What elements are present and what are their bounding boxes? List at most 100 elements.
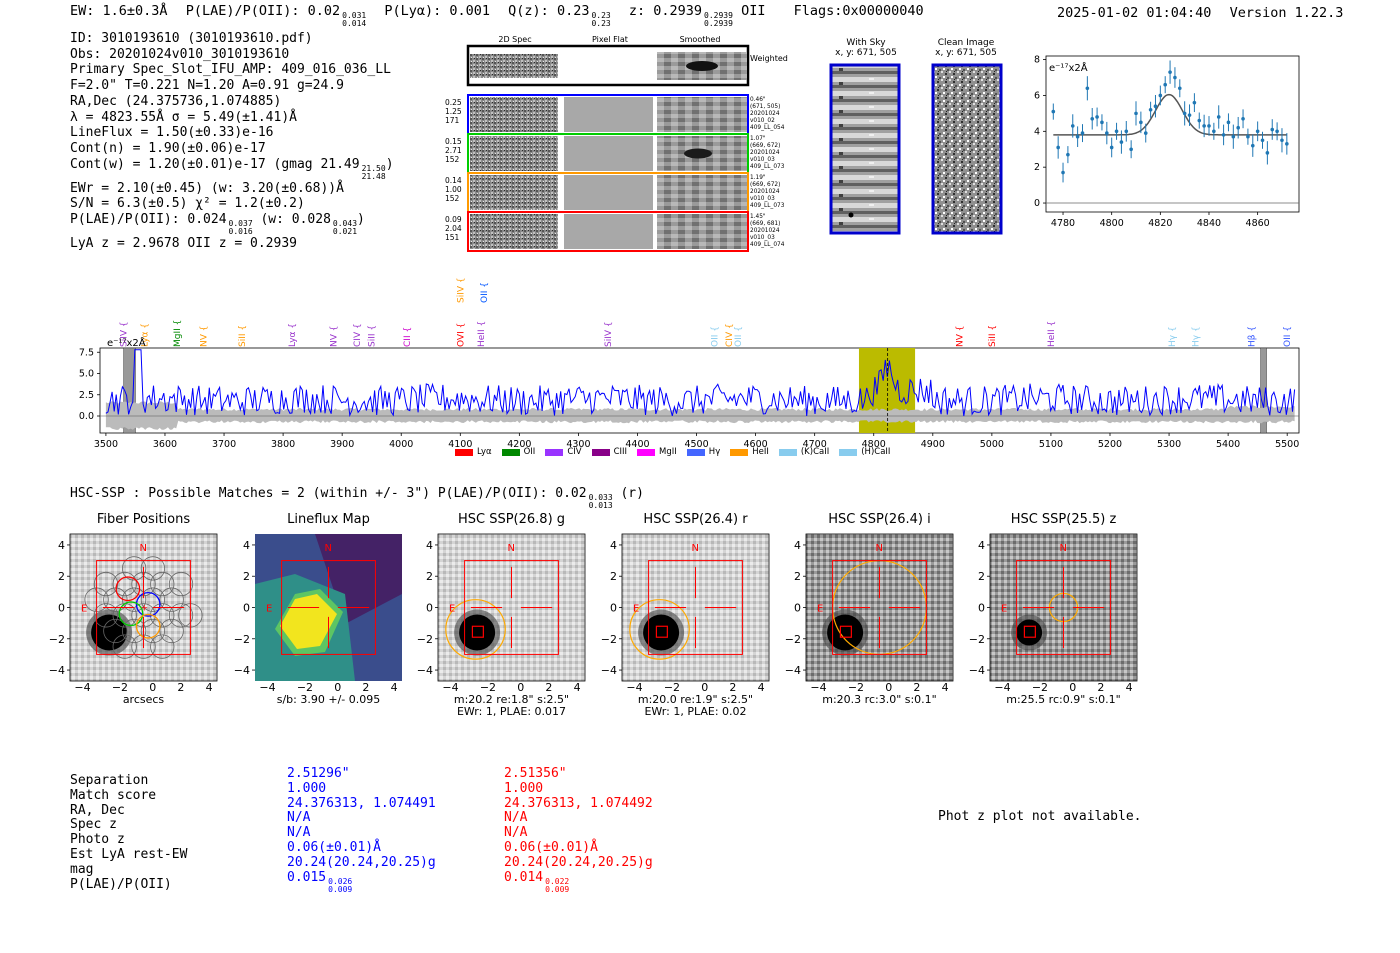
fiber-circle [159, 587, 184, 612]
match-value: N/A [287, 810, 311, 826]
fiber-circle [168, 603, 194, 628]
hsc-panel-caption: −4 −2 0 2 4 arcsecs [50, 682, 237, 706]
info-radec: RA,Dec (24.375736,1.074885) [70, 93, 282, 109]
spec2d-flat [564, 175, 653, 210]
region-box [464, 560, 559, 655]
info-contn: Cont(n) = 1.90(±0.06)e-17 [70, 140, 266, 156]
match-value: 20.24(20.24,20.25)g [504, 854, 653, 870]
spectrum-xtick-label: 5200 [1098, 439, 1122, 450]
spectrum-line-marker: NV { [199, 326, 209, 347]
panel-xtick-label: 0 [334, 681, 342, 694]
zoom-plot-units: e⁻¹⁷x2Å [1049, 61, 1088, 74]
spec2d-row-meta: 1.19" [750, 175, 766, 181]
spectrum-line-marker: Hβ { [1248, 326, 1258, 347]
spectrum-line-marker: HeII { [477, 321, 487, 347]
panel-xtick-label: 4 [941, 681, 949, 694]
zoom-data-point [1207, 124, 1211, 128]
header-qz-errors: 0.23 0.23 [591, 11, 611, 28]
galaxy-core [459, 614, 496, 651]
panel-xtick-label: 4 [1125, 681, 1133, 694]
spec2d-row-num: 0.09 [445, 215, 462, 224]
hsc-summary: HSC-SSP : Possible Matches = 2 (within +… [70, 486, 644, 510]
spectrum-line-marker: SiIV { [456, 277, 466, 303]
compass-east: E [81, 604, 87, 615]
spec2d-raw [470, 175, 558, 210]
zoom-data-point [1051, 109, 1056, 114]
spec2d-col-title: Smoothed [680, 35, 721, 44]
hsc-panel-caption-line: arcsecs [122, 693, 165, 706]
spectrum-xtick-label: 3900 [330, 439, 354, 450]
zoom-data-point [1056, 145, 1060, 150]
panel-xtick-labels: −4 −2 0 2 4 [235, 682, 422, 694]
spectrum-line-marker: SiII { [988, 325, 998, 347]
zoom-data-point [1066, 152, 1070, 157]
spec2d-row-meta: 409_LL_054 [750, 125, 785, 131]
panel-ytick-label: −2 [785, 633, 801, 646]
weighted-2d [470, 54, 558, 78]
match-label: Photo z [70, 832, 125, 848]
panel-xtick-label: 4 [205, 681, 213, 694]
match-plae-errors: 0.026 0.009 [328, 876, 353, 894]
panel-xtick-label: −4 [74, 681, 91, 694]
info-fit: F=2.0" T=0.221 N=1.20 A=0.91 g=24.9 [70, 78, 344, 94]
spectrum-xtick-label: 3500 [94, 439, 118, 450]
panel-ytick-label: 4 [794, 539, 801, 552]
spectrum-line-marker: Lyα { [140, 323, 150, 347]
match-value: 0.015 0.026 0.009 [287, 869, 353, 894]
spec2d-raw [470, 214, 558, 249]
spectrum-axes: 3500 3600 3700 3800 3900 4000 4100 4200 4300 4400… [79, 347, 1299, 450]
zoom-data-point [1275, 129, 1279, 134]
match-labels: Separation Match score RA, Dec Spec z Photo … [70, 773, 187, 892]
panel-xtick-label: 2 [177, 681, 185, 694]
photz-note: Phot z plot not available. [938, 809, 1142, 824]
panel-xtick-label: −4 [810, 681, 827, 694]
hsc-panel-caption-line: m:25.5 rc:0.9" s:0.1" [1006, 693, 1121, 706]
fiber-circle [103, 587, 128, 612]
clean-image [931, 63, 1003, 235]
spectrum-xtick-label: 4200 [507, 439, 531, 450]
spec2d-raw [470, 136, 558, 171]
with-sky-dot [848, 212, 854, 218]
hsc-panel-title: HSC SSP(26.4) r [643, 512, 748, 527]
hsc-image-bg [69, 533, 218, 682]
spec2d-row-meta: 20201024 [750, 111, 780, 117]
info-contw: Cont(w) = 1.20(±0.01)e-17 (gmag 21.49 21.… [70, 156, 394, 181]
legend-label: Hγ [708, 447, 721, 457]
spec2d-row-meta: v010_02 [750, 118, 775, 124]
info-lineflux: LineFlux = 1.50(±0.33)e-16 [70, 125, 274, 141]
panel-xtick-label: −2 [663, 681, 681, 694]
zoom-fit-curve [1053, 93, 1287, 136]
region-box [648, 560, 743, 655]
spectrum-ytick-label: 7.5 [79, 347, 94, 358]
hsc-panel-caption: −4 −2 0 2 4 m:20.0 re:1.9" s:2.5" EWr: 1, PLAE… [602, 682, 789, 718]
zoom-data-point [1236, 125, 1240, 130]
spec2d-col-title: 2D Spec [498, 35, 531, 44]
legend-swatch [591, 448, 610, 456]
panel-ytick-label: −4 [234, 664, 250, 677]
zoom-data-point [1250, 143, 1255, 148]
panel-ytick-label: 2 [610, 570, 617, 583]
fiber-selected [135, 591, 161, 617]
hsc-panel-title: Fiber Positions [96, 512, 191, 527]
zoom-data-point [1143, 131, 1148, 135]
hsc-panel-caption: −4 −2 0 2 4 m:20.2 re:1.8" s:2.5" EWr: 1, PLAE… [418, 682, 605, 718]
panel-xtick-labels: −4 −2 0 2 4 [970, 682, 1157, 694]
legend-swatch [501, 448, 520, 456]
header-qz: Q(z): 0.23 [508, 3, 590, 19]
spec2d-line-blob [684, 148, 712, 159]
region-box [96, 560, 191, 655]
zoom-data-point [1246, 134, 1250, 139]
panel-ytick-label: 0 [426, 602, 433, 615]
spectrum-xtick-label: 5500 [1275, 439, 1299, 450]
info-plae: P(LAE)/P(OII): 0.024 0.037 0.016 (w: 0.028… [70, 212, 365, 237]
match-value: 2.51296" [287, 766, 350, 781]
zoom-data-point [1075, 134, 1080, 139]
spec2d-row-meta: v010_03 [750, 235, 775, 241]
match-value: N/A [287, 825, 311, 841]
spec2d-row-num: 1.00 [445, 185, 462, 194]
spec2d-row-meta: 20201024 [750, 189, 780, 195]
zoom-data-point [1124, 129, 1129, 134]
spectrum-content [100, 347, 1299, 434]
